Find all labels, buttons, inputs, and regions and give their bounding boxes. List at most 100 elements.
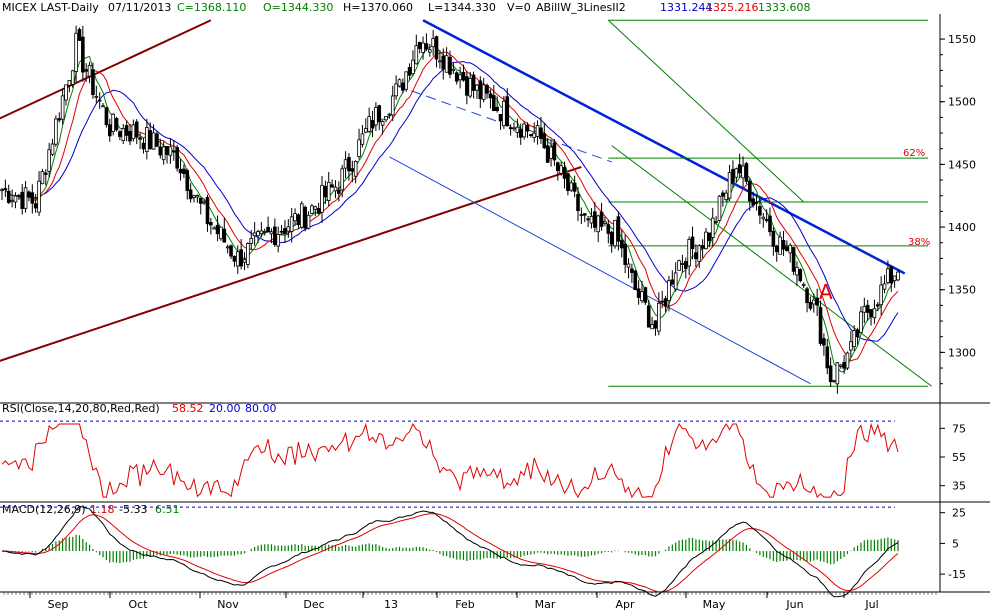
candle-body <box>791 247 796 272</box>
candle-body <box>232 255 237 262</box>
rsi-tick-label: 35 <box>952 480 966 493</box>
candle-body <box>377 105 382 123</box>
candle-body <box>630 268 634 273</box>
candle-body <box>145 127 149 152</box>
candle-body <box>441 55 446 70</box>
candle-body <box>454 72 459 82</box>
candle-body <box>633 270 638 291</box>
candle-body <box>458 74 462 81</box>
candle-body <box>367 116 371 132</box>
candle-body <box>710 217 715 238</box>
rsi-tick-label: 55 <box>952 451 966 464</box>
study-line-green <box>1 45 899 373</box>
candle-body <box>646 305 651 328</box>
candle-body <box>225 246 230 249</box>
fan-line-steep <box>611 145 932 387</box>
rsi-label: RSI(Close,14,20,80,Red,Red) <box>2 402 160 415</box>
candle-body <box>491 95 496 112</box>
candle-body <box>596 215 601 233</box>
candle-body <box>663 298 668 306</box>
upper-uptrend-line <box>0 19 212 120</box>
y-tick-label: 1450 <box>948 158 976 171</box>
candle-body <box>862 306 867 313</box>
macd-line <box>1 505 899 598</box>
main-downtrend-line <box>422 19 906 275</box>
x-tick-label: Feb <box>455 598 474 611</box>
candle-body <box>37 180 41 213</box>
candle-body <box>155 133 159 147</box>
candle-body <box>289 216 294 232</box>
candle-body <box>17 194 21 197</box>
candle-body <box>609 231 614 245</box>
candle-body <box>778 236 782 255</box>
candle-body <box>572 182 577 192</box>
candle-body <box>555 162 560 172</box>
candle-body <box>518 129 523 138</box>
candle-body <box>697 245 702 262</box>
candle-body <box>549 146 553 159</box>
candle-body <box>242 259 247 263</box>
candle-body <box>427 49 432 53</box>
rsi-low-band: 20.00 <box>209 402 241 415</box>
x-tick-label: 13 <box>384 598 398 611</box>
candle-body <box>687 239 691 267</box>
candle-body <box>198 197 203 204</box>
x-tick-label: Mar <box>535 598 556 611</box>
candle-body <box>788 244 793 254</box>
candle-body <box>266 226 270 233</box>
candle-body <box>485 85 489 94</box>
candle-body <box>478 80 483 100</box>
candle-body <box>626 263 631 268</box>
candle-body <box>111 113 115 132</box>
macd-tick-label: -15 <box>948 568 966 581</box>
candle-body <box>515 126 520 133</box>
candle-body <box>865 304 870 313</box>
candle-body <box>411 59 415 75</box>
candle-body <box>370 120 375 129</box>
candle-body <box>508 127 513 130</box>
candle-body <box>828 365 833 383</box>
x-tick-label: Dec <box>303 598 324 611</box>
candle-body <box>337 189 341 194</box>
candle-body <box>808 301 813 309</box>
candle-body <box>798 269 803 282</box>
candle-body <box>481 84 486 100</box>
candle-body <box>161 146 166 161</box>
candle-body <box>606 224 611 234</box>
candle-body <box>532 132 537 138</box>
candle-body <box>10 199 14 202</box>
candle-body <box>579 214 584 216</box>
candle-body <box>852 330 857 348</box>
candle-body <box>333 186 338 192</box>
candle-body <box>747 180 752 202</box>
candle-body <box>343 159 348 169</box>
candle-body <box>586 218 590 221</box>
candle-body <box>249 238 254 244</box>
candle-body <box>215 224 220 235</box>
candle-body <box>448 56 452 75</box>
candle-body <box>774 245 779 253</box>
candle-body <box>171 150 176 153</box>
candle-body <box>653 320 658 329</box>
candle-body <box>872 308 877 319</box>
candle-body <box>498 113 503 122</box>
candle-body <box>350 168 355 172</box>
candle-body <box>67 79 72 86</box>
candle-body <box>357 139 361 158</box>
candle-body <box>27 191 31 198</box>
study-value-2: 1325.216 <box>706 1 759 14</box>
candle-body <box>434 36 439 60</box>
candle-body <box>390 95 395 116</box>
candle-body <box>205 197 210 225</box>
candle-body <box>660 300 665 303</box>
symbol-label: MICEX LAST-Daily <box>2 1 99 14</box>
candle-body <box>316 208 321 214</box>
candle-body <box>269 231 274 235</box>
candle-body <box>619 240 624 249</box>
candle-body <box>43 172 48 175</box>
candle-body <box>488 93 493 99</box>
candle-body <box>657 302 661 332</box>
candle-body <box>47 149 51 172</box>
candle-body <box>690 236 695 249</box>
candle-body <box>623 243 627 265</box>
